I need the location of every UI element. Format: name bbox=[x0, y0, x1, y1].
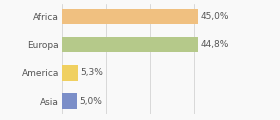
Bar bbox=[62, 37, 198, 52]
Text: 5,0%: 5,0% bbox=[79, 97, 102, 106]
Text: 45,0%: 45,0% bbox=[201, 12, 229, 21]
Bar bbox=[62, 93, 77, 109]
Text: 5,3%: 5,3% bbox=[80, 68, 103, 77]
Text: 44,8%: 44,8% bbox=[200, 40, 229, 49]
Bar bbox=[62, 9, 199, 24]
Bar bbox=[62, 65, 78, 81]
